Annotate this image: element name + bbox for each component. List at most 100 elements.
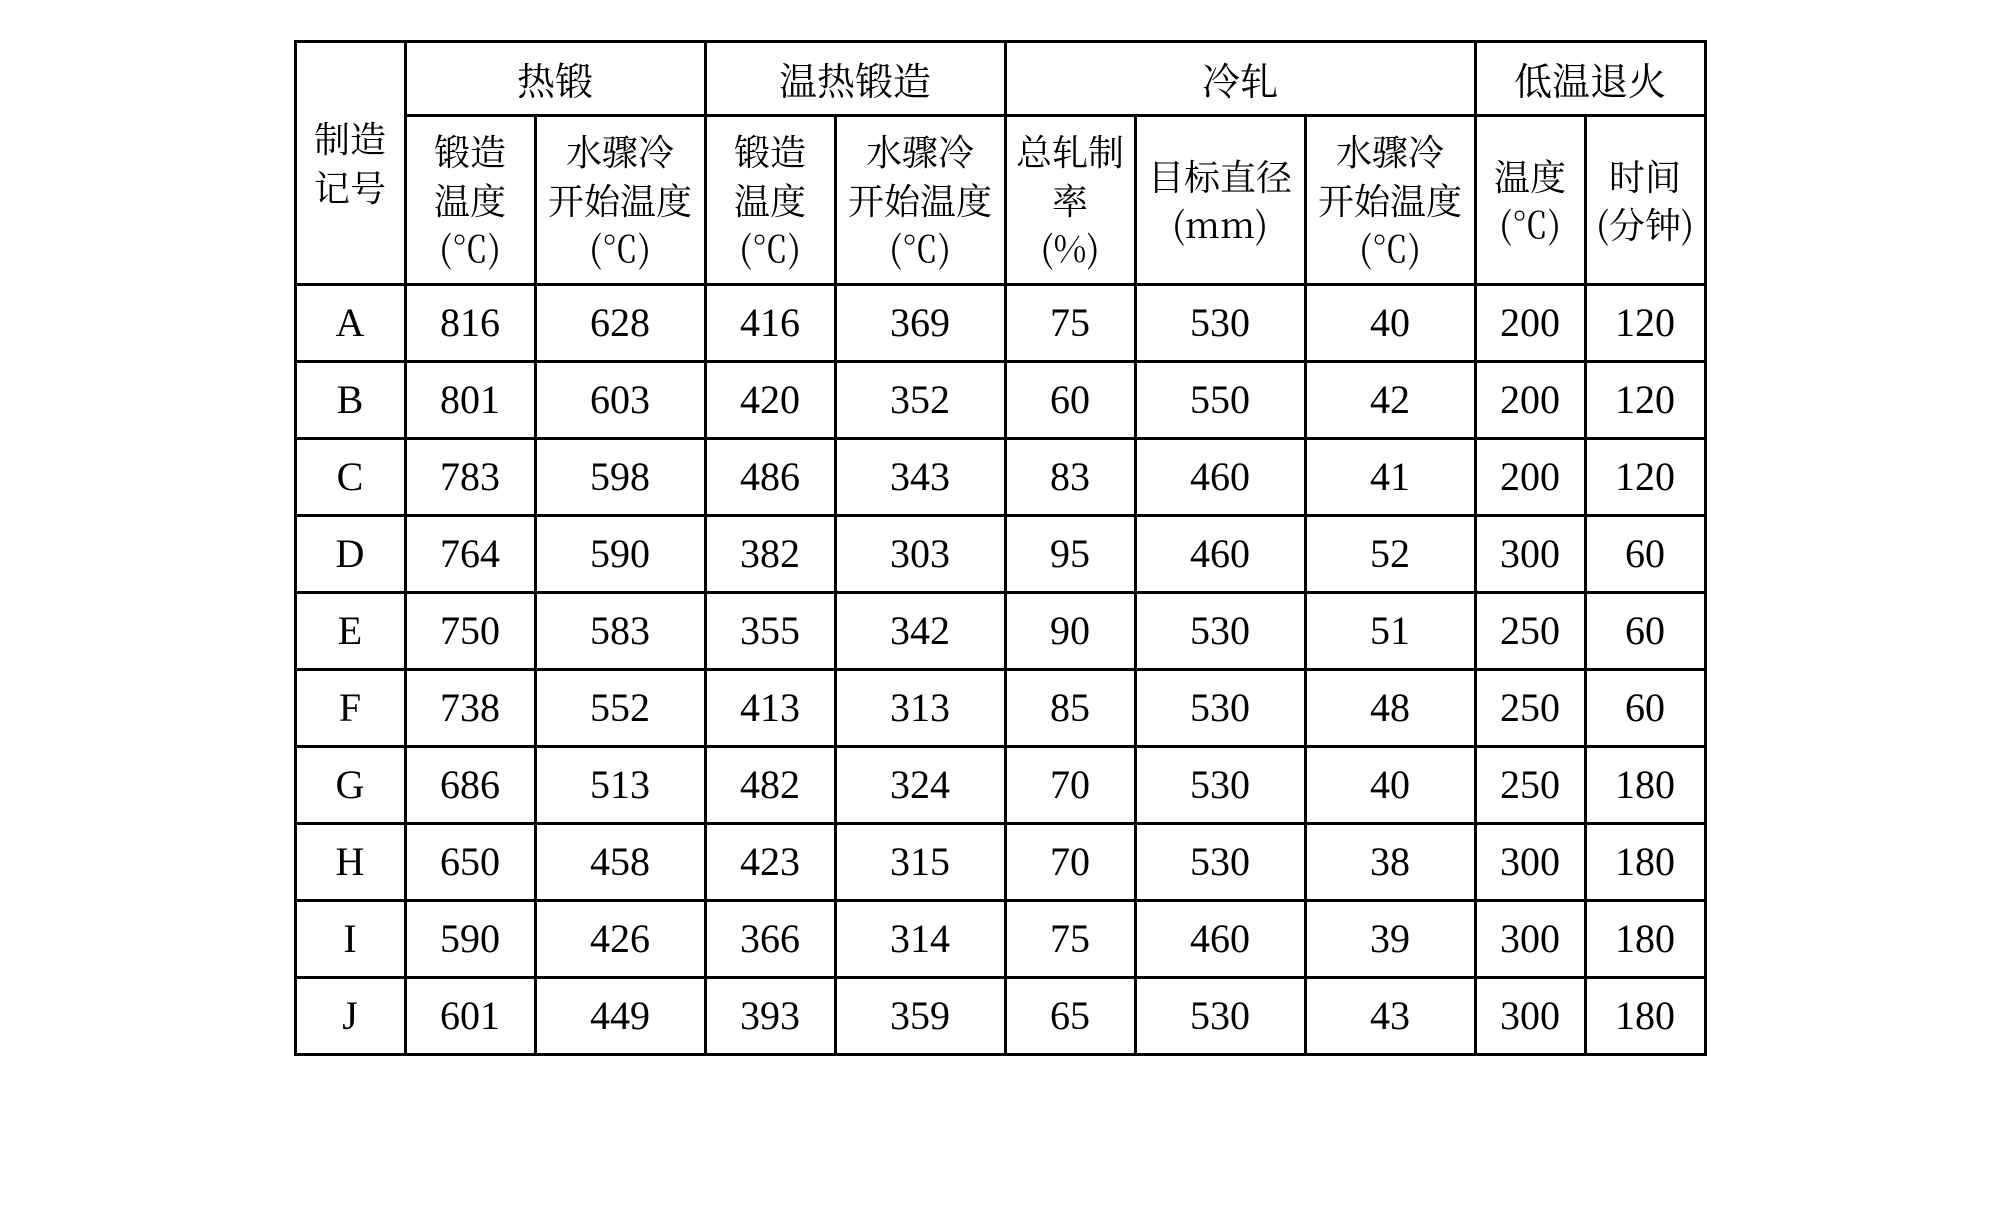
table-header-group-row: 制造记号 热锻 温热锻造 冷轧 低温退火	[295, 42, 1705, 116]
target-diameter: 530	[1135, 824, 1305, 901]
hot-quench-temp: 458	[535, 824, 705, 901]
hot-forge-temp: 686	[405, 747, 535, 824]
col-header-id: 制造记号	[295, 42, 405, 285]
hot-forge-temp: 738	[405, 670, 535, 747]
cold-quench-temp: 48	[1305, 670, 1475, 747]
warm-forge-temp: 393	[705, 978, 835, 1055]
anneal-time: 180	[1585, 824, 1705, 901]
warm-forge-temp: 416	[705, 285, 835, 362]
anneal-time: 180	[1585, 978, 1705, 1055]
hot-quench-temp: 598	[535, 439, 705, 516]
hot-quench-temp: 449	[535, 978, 705, 1055]
hot-quench-temp: 513	[535, 747, 705, 824]
warm-quench-temp: 324	[835, 747, 1005, 824]
target-diameter: 460	[1135, 439, 1305, 516]
total-rolling-rate: 60	[1005, 362, 1135, 439]
total-rolling-rate: 95	[1005, 516, 1135, 593]
col-header-hot-quench-temp: 水骤冷开始温度(℃)	[535, 116, 705, 285]
anneal-temp: 250	[1475, 747, 1585, 824]
col-header-total-rolling-rate: 总轧制率(%)	[1005, 116, 1135, 285]
hot-forge-temp: 750	[405, 593, 535, 670]
cold-quench-temp: 43	[1305, 978, 1475, 1055]
col-header-anneal-time: 时间(分钟)	[1585, 116, 1705, 285]
cold-quench-temp: 41	[1305, 439, 1475, 516]
table-row: C7835984863438346041200120	[295, 439, 1705, 516]
anneal-temp: 250	[1475, 593, 1585, 670]
warm-forge-temp: 355	[705, 593, 835, 670]
anneal-temp: 300	[1475, 901, 1585, 978]
target-diameter: 530	[1135, 593, 1305, 670]
anneal-temp: 300	[1475, 824, 1585, 901]
total-rolling-rate: 65	[1005, 978, 1135, 1055]
hot-quench-temp: 603	[535, 362, 705, 439]
warm-quench-temp: 314	[835, 901, 1005, 978]
hot-quench-temp: 552	[535, 670, 705, 747]
warm-forge-temp: 420	[705, 362, 835, 439]
row-id: F	[295, 670, 405, 747]
total-rolling-rate: 75	[1005, 285, 1135, 362]
anneal-time: 60	[1585, 593, 1705, 670]
hot-quench-temp: 590	[535, 516, 705, 593]
anneal-temp: 200	[1475, 362, 1585, 439]
col-group-warm-forging: 温热锻造	[705, 42, 1005, 116]
table-row: E750583355342905305125060	[295, 593, 1705, 670]
row-id: C	[295, 439, 405, 516]
col-header-warm-forge-temp: 锻造温度(℃)	[705, 116, 835, 285]
table-row: A8166284163697553040200120	[295, 285, 1705, 362]
table-row: F738552413313855304825060	[295, 670, 1705, 747]
target-diameter: 460	[1135, 901, 1305, 978]
anneal-temp: 300	[1475, 516, 1585, 593]
target-diameter: 550	[1135, 362, 1305, 439]
row-id: G	[295, 747, 405, 824]
col-header-hot-forge-temp: 锻造温度(℃)	[405, 116, 535, 285]
hot-forge-temp: 816	[405, 285, 535, 362]
anneal-temp: 200	[1475, 439, 1585, 516]
total-rolling-rate: 70	[1005, 824, 1135, 901]
cold-quench-temp: 51	[1305, 593, 1475, 670]
cold-quench-temp: 40	[1305, 285, 1475, 362]
table-row: J6014493933596553043300180	[295, 978, 1705, 1055]
anneal-temp: 250	[1475, 670, 1585, 747]
row-id: B	[295, 362, 405, 439]
col-header-target-diameter: 目标直径(mm)	[1135, 116, 1305, 285]
warm-quench-temp: 313	[835, 670, 1005, 747]
cold-quench-temp: 38	[1305, 824, 1475, 901]
total-rolling-rate: 70	[1005, 747, 1135, 824]
col-header-warm-quench-temp: 水骤冷开始温度(℃)	[835, 116, 1005, 285]
warm-quench-temp: 352	[835, 362, 1005, 439]
target-diameter: 460	[1135, 516, 1305, 593]
cold-quench-temp: 42	[1305, 362, 1475, 439]
hot-forge-temp: 764	[405, 516, 535, 593]
anneal-temp: 300	[1475, 978, 1585, 1055]
warm-quench-temp: 369	[835, 285, 1005, 362]
warm-quench-temp: 343	[835, 439, 1005, 516]
target-diameter: 530	[1135, 978, 1305, 1055]
row-id: I	[295, 901, 405, 978]
hot-quench-temp: 583	[535, 593, 705, 670]
hot-forge-temp: 650	[405, 824, 535, 901]
warm-forge-temp: 382	[705, 516, 835, 593]
row-id: A	[295, 285, 405, 362]
hot-forge-temp: 601	[405, 978, 535, 1055]
manufacturing-parameters-table: 制造记号 热锻 温热锻造 冷轧 低温退火 锻造温度(℃) 水骤冷开始温度(℃) …	[294, 40, 1707, 1056]
anneal-time: 120	[1585, 285, 1705, 362]
col-group-low-temp-annealing: 低温退火	[1475, 42, 1705, 116]
table-row: I5904263663147546039300180	[295, 901, 1705, 978]
hot-quench-temp: 426	[535, 901, 705, 978]
anneal-temp: 200	[1475, 285, 1585, 362]
col-group-cold-rolling: 冷轧	[1005, 42, 1475, 116]
col-header-cold-quench-temp: 水骤冷开始温度(℃)	[1305, 116, 1475, 285]
table-row: D764590382303954605230060	[295, 516, 1705, 593]
target-diameter: 530	[1135, 670, 1305, 747]
row-id: E	[295, 593, 405, 670]
total-rolling-rate: 75	[1005, 901, 1135, 978]
warm-quench-temp: 359	[835, 978, 1005, 1055]
cold-quench-temp: 52	[1305, 516, 1475, 593]
table-header-sub-row: 锻造温度(℃) 水骤冷开始温度(℃) 锻造温度(℃) 水骤冷开始温度(℃) 总轧…	[295, 116, 1705, 285]
anneal-time: 120	[1585, 439, 1705, 516]
table-body: A8166284163697553040200120B8016034203526…	[295, 285, 1705, 1055]
target-diameter: 530	[1135, 285, 1305, 362]
warm-quench-temp: 342	[835, 593, 1005, 670]
anneal-time: 180	[1585, 747, 1705, 824]
hot-forge-temp: 783	[405, 439, 535, 516]
